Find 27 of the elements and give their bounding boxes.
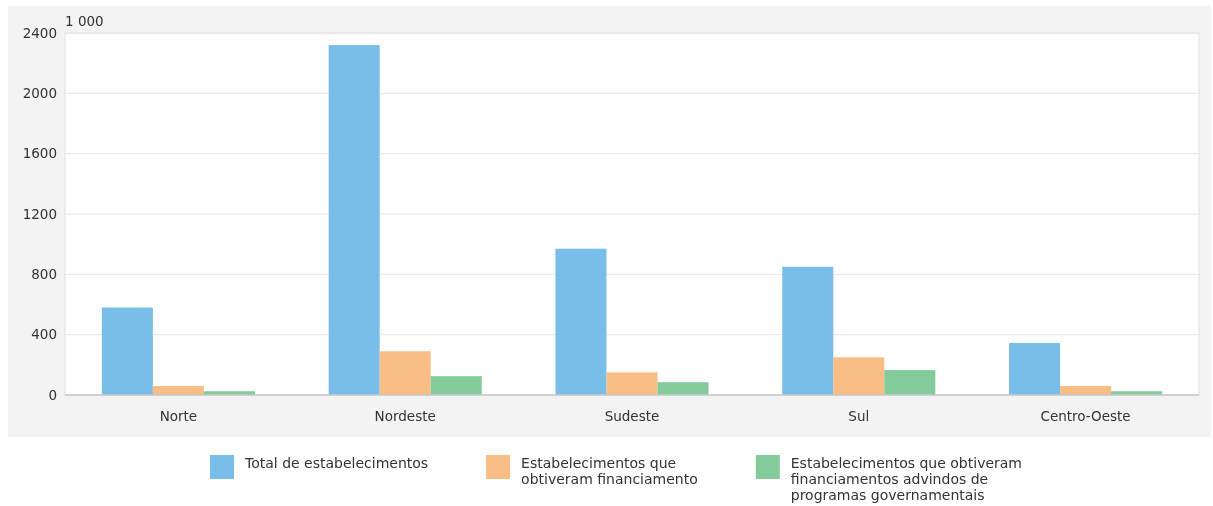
bar — [328, 45, 380, 395]
bar — [555, 248, 607, 395]
bar — [1009, 342, 1061, 395]
x-tick-label: Norte — [159, 407, 198, 424]
y-tick-label: 1600 — [22, 145, 57, 162]
x-tick-label: Centro-Oeste — [1040, 407, 1131, 424]
bar — [606, 372, 658, 395]
bar — [782, 266, 834, 395]
y-tick-label: 0 — [48, 386, 57, 403]
y-tick-label: 2000 — [22, 85, 57, 102]
bar — [430, 376, 482, 395]
legend-label: Estabelecimentos que obtiveram financiamentos advindos de programas governamentais — [790, 455, 1023, 503]
y-tick-label: 800 — [31, 266, 57, 283]
bar — [884, 370, 936, 395]
y-tick-label: 400 — [31, 326, 57, 343]
legend-label: Total de estabelecimentos — [243, 455, 429, 471]
legend-label: Estabelecimentos que obtiveram financiamento — [521, 455, 698, 487]
bar — [101, 307, 153, 395]
y-axis-title: 1 000 — [65, 13, 104, 29]
bar — [657, 382, 709, 395]
y-tick-label: 1200 — [22, 205, 57, 222]
bar — [379, 351, 431, 395]
x-tick-label: Nordeste — [374, 407, 436, 424]
x-tick-label: Sul — [848, 407, 870, 424]
bar — [833, 357, 885, 395]
y-tick-label: 2400 — [22, 24, 57, 41]
x-tick-label: Sudeste — [604, 407, 660, 424]
